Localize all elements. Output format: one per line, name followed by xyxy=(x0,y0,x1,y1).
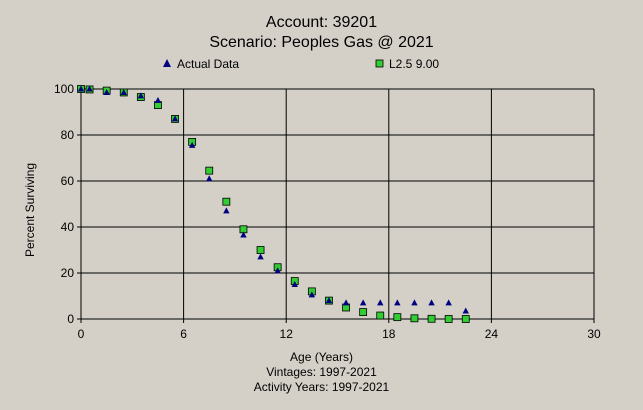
actual-point-triangle xyxy=(240,231,247,238)
chart-subtitle: Scenario: Peoples Gas @ 2021 xyxy=(209,34,434,51)
footer-activity-years: Activity Years: 1997-2021 xyxy=(253,380,390,394)
actual-point-triangle xyxy=(257,253,264,260)
fit-point-square xyxy=(205,166,214,175)
actual-point-triangle xyxy=(86,85,93,92)
actual-point-triangle xyxy=(325,297,333,304)
x-tick-label: 30 xyxy=(587,327,601,341)
fit-point-square xyxy=(410,314,419,323)
actual-point-triangle xyxy=(411,299,418,306)
actual-point-triangle xyxy=(377,299,384,306)
x-tick-label: 6 xyxy=(180,327,187,341)
y-tick-label: 0 xyxy=(67,312,74,326)
actual-point-triangle xyxy=(274,267,281,274)
legend-square-marker xyxy=(375,59,384,68)
actual-point-triangle xyxy=(462,307,469,314)
fit-point-square xyxy=(444,315,453,323)
actual-point-triangle xyxy=(223,207,230,214)
fit-point-square xyxy=(427,314,436,323)
legend-label-fit: L2.5 9.00 xyxy=(389,57,440,71)
actual-point-triangle xyxy=(188,141,196,148)
actual-point-triangle xyxy=(445,299,452,306)
axes xyxy=(77,88,595,323)
y-tick-label: 40 xyxy=(61,220,75,234)
actual-point-triangle xyxy=(120,88,127,95)
actual-point-triangle xyxy=(359,299,367,306)
actual-point-triangle xyxy=(77,85,85,92)
x-axis-label: Age (Years) xyxy=(290,350,353,364)
chart-title: Account: 39201 xyxy=(265,14,378,31)
actual-point-triangle xyxy=(342,299,350,306)
fit-point-square xyxy=(393,313,402,322)
grid xyxy=(81,88,595,319)
y-tick-label: 100 xyxy=(54,82,74,96)
actual-point-triangle xyxy=(291,281,298,287)
fit-point-square xyxy=(256,246,265,254)
fit-point-square xyxy=(461,315,470,323)
actual-point-triangle xyxy=(206,175,213,182)
y-tick-label: 60 xyxy=(61,174,75,188)
fit-point-square xyxy=(222,197,231,206)
legend-triangle-marker xyxy=(163,59,171,67)
actual-point-triangle xyxy=(103,88,110,95)
y-tick-label: 20 xyxy=(61,266,75,280)
x-tick-label: 24 xyxy=(485,327,499,341)
x-tick-label: 18 xyxy=(382,327,396,341)
actual-point-triangle xyxy=(308,291,316,298)
legend-label-actual: Actual Data xyxy=(177,57,240,71)
actual-point-triangle xyxy=(428,299,435,306)
fit-point-square xyxy=(376,311,385,320)
data-points xyxy=(77,85,470,323)
footer-vintages: Vintages: 1997-2021 xyxy=(266,365,377,379)
fit-point-square xyxy=(359,308,368,317)
actual-point-triangle xyxy=(171,115,179,122)
tick-labels: 0 6 12 18 24 30 0 20 40 60 80 100 xyxy=(54,82,601,341)
y-tick-label: 80 xyxy=(61,128,75,142)
actual-point-triangle xyxy=(154,97,162,103)
x-tick-label: 12 xyxy=(280,327,294,341)
y-axis-label: Percent Surviving xyxy=(23,163,37,257)
x-tick-label: 0 xyxy=(78,327,85,341)
actual-point-triangle xyxy=(394,299,401,306)
actual-point-triangle xyxy=(137,92,145,99)
